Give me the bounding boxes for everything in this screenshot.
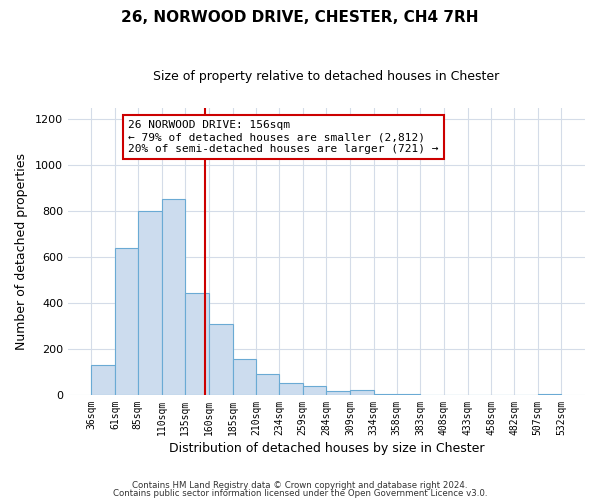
- Bar: [350, 390, 374, 395]
- Bar: [397, 394, 420, 395]
- Text: 26, NORWOOD DRIVE, CHESTER, CH4 7RH: 26, NORWOOD DRIVE, CHESTER, CH4 7RH: [121, 10, 479, 25]
- Text: Contains HM Land Registry data © Crown copyright and database right 2024.: Contains HM Land Registry data © Crown c…: [132, 481, 468, 490]
- Bar: [115, 248, 138, 395]
- Bar: [161, 198, 185, 395]
- Bar: [279, 384, 303, 395]
- Y-axis label: Number of detached properties: Number of detached properties: [15, 153, 28, 350]
- Title: Size of property relative to detached houses in Chester: Size of property relative to detached ho…: [154, 70, 500, 83]
- Bar: [374, 394, 397, 395]
- Bar: [256, 374, 279, 395]
- Text: Contains public sector information licensed under the Open Government Licence v3: Contains public sector information licen…: [113, 488, 487, 498]
- Bar: [326, 392, 350, 395]
- Bar: [138, 211, 161, 395]
- Bar: [303, 386, 326, 395]
- Bar: [233, 360, 256, 395]
- Bar: [185, 292, 209, 395]
- X-axis label: Distribution of detached houses by size in Chester: Distribution of detached houses by size …: [169, 442, 484, 455]
- Bar: [538, 394, 562, 395]
- Text: 26 NORWOOD DRIVE: 156sqm
← 79% of detached houses are smaller (2,812)
20% of sem: 26 NORWOOD DRIVE: 156sqm ← 79% of detach…: [128, 120, 439, 154]
- Bar: [91, 365, 115, 395]
- Bar: [209, 324, 233, 395]
